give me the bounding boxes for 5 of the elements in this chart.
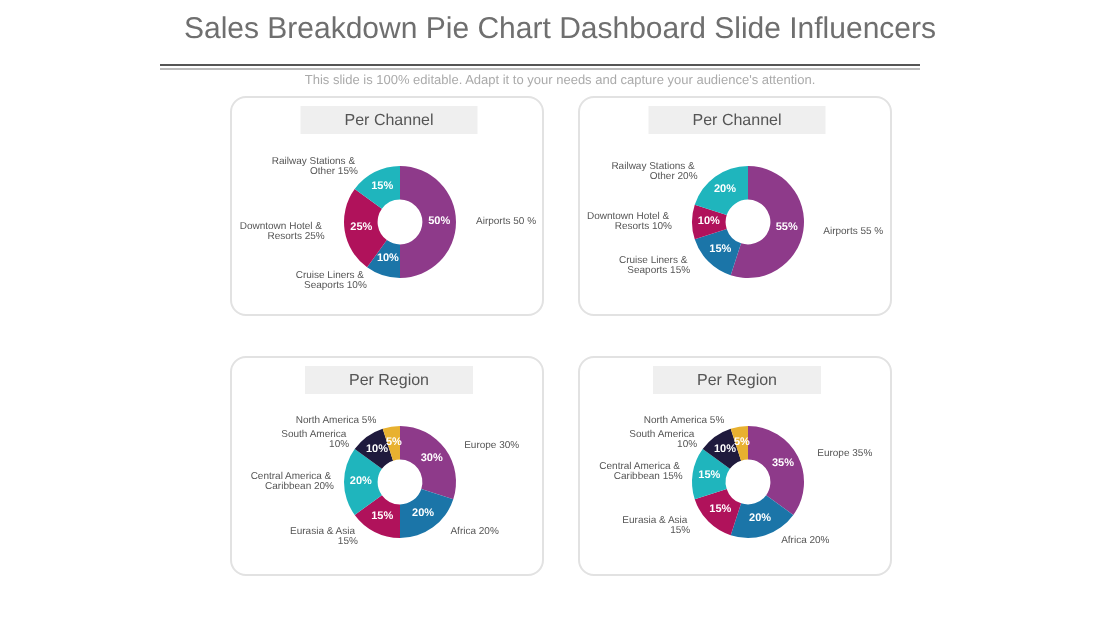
- chart-title: Per Channel: [692, 111, 782, 129]
- chart-title: Per Channel: [344, 111, 434, 129]
- chart-title: Per Region: [696, 371, 778, 389]
- chart-title: Per Region: [348, 371, 430, 389]
- text: Sales Breakdown Pie Chart Dashboard Slide Influencers: [181, 12, 939, 46]
